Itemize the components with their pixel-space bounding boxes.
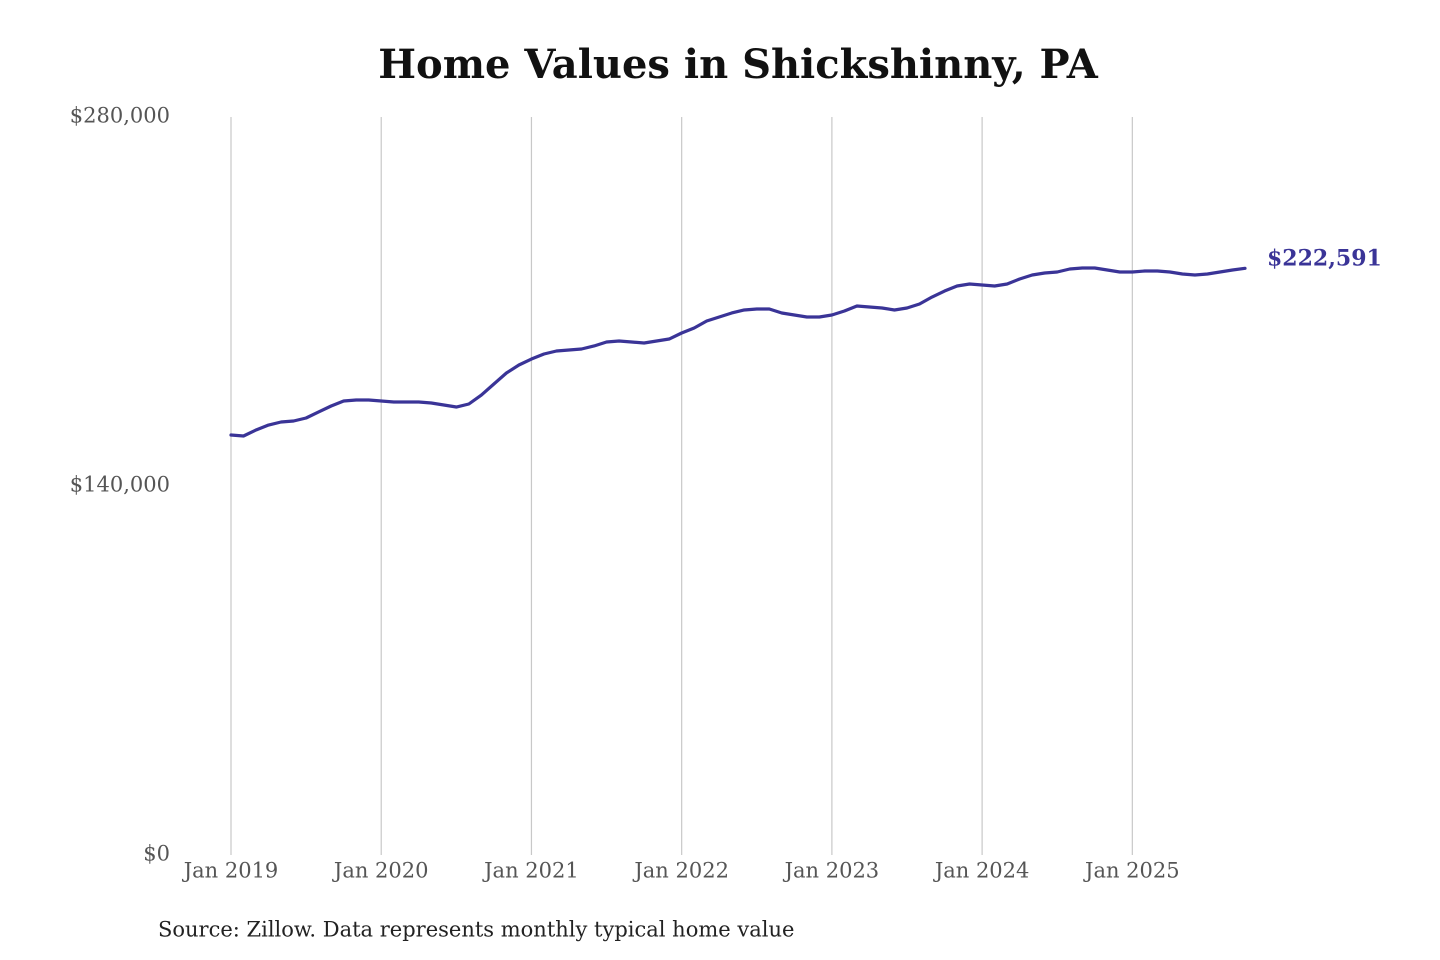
source-note: Source: Zillow. Data represents monthly … (158, 918, 794, 942)
y-tick-label: $140,000 (70, 473, 170, 497)
x-tick-label: Jan 2020 (332, 859, 429, 883)
value-label: $222,591 (1267, 245, 1382, 271)
x-tick-label: Jan 2021 (482, 859, 579, 883)
x-tick-label: Jan 2022 (632, 859, 729, 883)
x-tick-label: Jan 2019 (182, 859, 279, 883)
x-tick-label: Jan 2025 (1083, 859, 1180, 883)
line-series (229, 266, 1247, 438)
x-tick-label: Jan 2024 (933, 859, 1030, 883)
y-tick-label: $0 (143, 842, 170, 866)
x-tick-label: Jan 2023 (783, 859, 880, 883)
y-tick-label: $280,000 (70, 104, 170, 128)
chart-title: Home Values in Shickshinny, PA (378, 41, 1098, 88)
